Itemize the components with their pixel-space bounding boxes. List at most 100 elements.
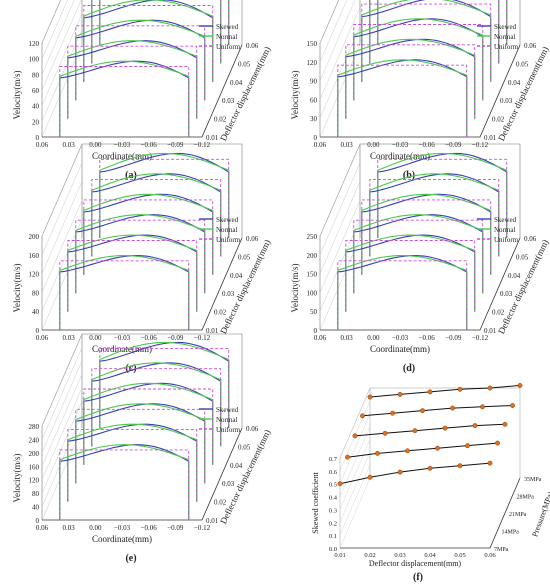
skew-marker bbox=[360, 413, 365, 419]
z-tick-label: 100 bbox=[307, 289, 318, 297]
skew-marker bbox=[487, 460, 493, 466]
y-tick-label: 0.02 bbox=[214, 499, 227, 507]
series-normal-line bbox=[377, 152, 508, 238]
z-gridline bbox=[41, 0, 61, 44]
z-gridline bbox=[339, 413, 371, 484]
z-tick-label: 60 bbox=[310, 96, 318, 104]
series-normal-line bbox=[345, 38, 476, 119]
series-normal-line bbox=[75, 19, 206, 101]
z-gridline bbox=[319, 0, 339, 44]
panel-c: 0 40 80 120 160 200 Velocity(m/s) 0.06 0.03 0.00 −… bbox=[12, 143, 273, 374]
z-gridline bbox=[319, 0, 348, 62]
series-skewed-line bbox=[67, 423, 198, 502]
z-tick-label: 40 bbox=[32, 103, 40, 111]
z-tick-label: 120 bbox=[29, 40, 40, 48]
series-uniform-line bbox=[337, 64, 468, 137]
skew-marker bbox=[450, 405, 455, 411]
z-gridline bbox=[41, 0, 75, 75]
skew-marker bbox=[487, 385, 493, 391]
z-gridline bbox=[41, 0, 82, 91]
z-gridline bbox=[319, 162, 361, 255]
x-tick-label: −0.12 bbox=[194, 141, 211, 149]
series-uniform-line bbox=[75, 219, 206, 294]
z-tick-label: 20 bbox=[32, 118, 40, 126]
series-normal-line bbox=[99, 341, 230, 428]
series-skewed-line bbox=[67, 40, 198, 119]
y-tick-label: 35MPa bbox=[524, 477, 542, 483]
series-normal-line bbox=[75, 214, 206, 294]
skew-marker bbox=[352, 433, 358, 439]
z-tick-label: 0 bbox=[36, 327, 40, 335]
skew-line-21MPa bbox=[354, 423, 506, 437]
series-uniform-line bbox=[337, 260, 468, 330]
legend-label-uniform: Uniform bbox=[216, 43, 241, 51]
x-tick-label: 0.02 bbox=[364, 552, 375, 559]
panel-label: (a) bbox=[125, 170, 137, 181]
series-skewed-line bbox=[83, 0, 214, 82]
series-uniform-line bbox=[67, 240, 198, 312]
legend-label-skewed: Skewed bbox=[216, 23, 239, 31]
series-uniform-line bbox=[361, 199, 492, 275]
x-tick-label: −0.12 bbox=[194, 524, 211, 532]
series-normal-line bbox=[91, 0, 222, 64]
velocity-curves bbox=[59, 152, 230, 330]
series-uniform-line bbox=[83, 388, 214, 465]
series-normal-line bbox=[59, 255, 190, 330]
z-tick-label: 160 bbox=[29, 252, 40, 260]
z-tick-label: 0.7 bbox=[329, 456, 338, 463]
skew-marker bbox=[427, 389, 433, 395]
series-skewed-line bbox=[337, 255, 468, 330]
z-tick-label: 0.3 bbox=[329, 507, 337, 514]
x-tick-label: −0.09 bbox=[445, 334, 462, 342]
y-tick-label: 0.04 bbox=[230, 79, 243, 87]
series-uniform-line bbox=[353, 219, 484, 294]
y-tick-label: 0.06 bbox=[246, 425, 259, 433]
legend-label-normal: Normal bbox=[216, 416, 237, 424]
y-tick-label: 0.05 bbox=[516, 253, 529, 261]
series-normal-line bbox=[75, 403, 206, 484]
x-tick-label: 0.03 bbox=[63, 334, 76, 342]
velocity-curves bbox=[59, 341, 230, 520]
y-tick-label: 21MPa bbox=[509, 512, 527, 518]
z-tick-label: 0 bbox=[36, 517, 40, 525]
z-tick-label: 200 bbox=[307, 252, 318, 260]
series-skewed-line bbox=[99, 152, 230, 238]
skew-marker bbox=[382, 430, 388, 436]
series-uniform-line bbox=[67, 45, 198, 119]
series-normal-line bbox=[59, 444, 190, 520]
z-axis-label: Velocity(m/s) bbox=[290, 264, 300, 313]
x-tick-label: 0.03 bbox=[341, 334, 354, 342]
z-tick-label: 80 bbox=[32, 490, 40, 498]
series-skewed-line bbox=[337, 59, 468, 137]
series-uniform-line bbox=[91, 368, 222, 447]
z-axis-label: Velocity(m/s) bbox=[290, 71, 300, 120]
series-skewed-line bbox=[91, 362, 222, 447]
y-tick-label: 0.01 bbox=[206, 134, 219, 142]
floor-axes bbox=[42, 427, 243, 521]
floor-axes bbox=[340, 477, 521, 549]
x-tick-label: −0.03 bbox=[392, 141, 409, 149]
z-tick-label: 40 bbox=[32, 504, 40, 512]
x-tick-label: 0.05 bbox=[454, 552, 465, 559]
y-tick-label: 0.06 bbox=[524, 42, 537, 50]
z-gridline bbox=[41, 360, 83, 453]
z-gridline bbox=[319, 143, 361, 237]
x-tick-label: −0.06 bbox=[141, 334, 158, 342]
x-tick-label: −0.06 bbox=[141, 141, 158, 149]
skew-marker bbox=[337, 481, 343, 487]
pane-edge bbox=[319, 0, 521, 137]
series-skewed-line bbox=[75, 403, 206, 484]
panel-label: (f) bbox=[413, 572, 423, 583]
skew-line-14MPa bbox=[347, 442, 498, 458]
z-gridline bbox=[41, 0, 68, 59]
legend-label-uniform: Uniform bbox=[216, 426, 241, 434]
z-axis-label: Skewed coefficient bbox=[311, 472, 320, 534]
skew-marker bbox=[457, 463, 463, 469]
z-tick-label: 100 bbox=[29, 56, 40, 64]
series-uniform-line bbox=[99, 158, 230, 238]
legend: Skewed Normal Uniform bbox=[477, 216, 519, 244]
z-gridline bbox=[339, 465, 371, 536]
series-skewed-line bbox=[59, 60, 190, 137]
legend: Skewed Normal Uniform bbox=[199, 23, 241, 51]
legend-label-normal: Normal bbox=[216, 226, 237, 234]
